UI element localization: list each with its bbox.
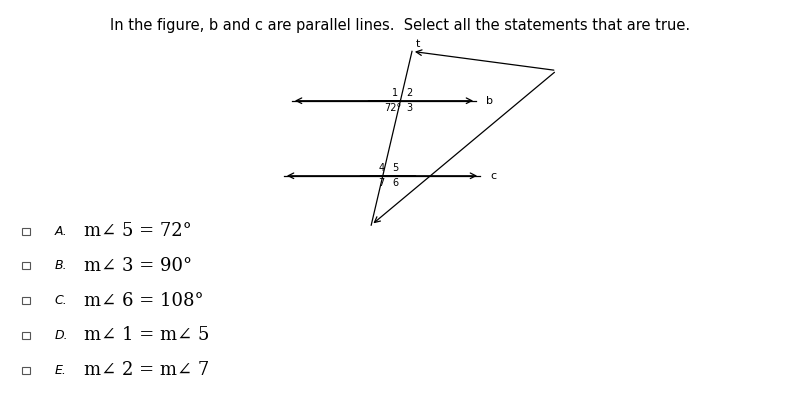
Bar	[22, 262, 30, 269]
Text: m∠ 5 = 72°: m∠ 5 = 72°	[84, 222, 192, 240]
Text: E.: E.	[54, 364, 66, 376]
Text: c: c	[490, 171, 497, 181]
Text: 4: 4	[378, 164, 385, 173]
Bar	[22, 228, 30, 235]
Text: In the figure, b and c are parallel lines.  Select all the statements that are t: In the figure, b and c are parallel line…	[110, 18, 690, 33]
Text: A.: A.	[54, 225, 67, 237]
Text: t: t	[416, 40, 420, 49]
Text: b: b	[486, 96, 493, 106]
Text: 5: 5	[392, 164, 398, 173]
Text: m∠ 6 = 108°: m∠ 6 = 108°	[84, 292, 204, 310]
Text: m∠ 3 = 90°: m∠ 3 = 90°	[84, 257, 192, 275]
Text: D.: D.	[54, 329, 68, 342]
Text: 72°: 72°	[384, 103, 401, 113]
Bar	[22, 297, 30, 304]
Text: m∠ 1 = m∠ 5: m∠ 1 = m∠ 5	[84, 326, 210, 344]
Bar	[22, 332, 30, 339]
Text: 7: 7	[378, 178, 385, 188]
Text: 2: 2	[406, 88, 412, 98]
Text: B.: B.	[54, 260, 67, 272]
Bar	[22, 367, 30, 374]
Text: 6: 6	[392, 178, 398, 188]
Text: m∠ 2 = m∠ 7: m∠ 2 = m∠ 7	[84, 361, 210, 379]
Text: 1: 1	[392, 88, 398, 98]
Text: C.: C.	[54, 294, 67, 307]
Text: 3: 3	[406, 103, 412, 113]
